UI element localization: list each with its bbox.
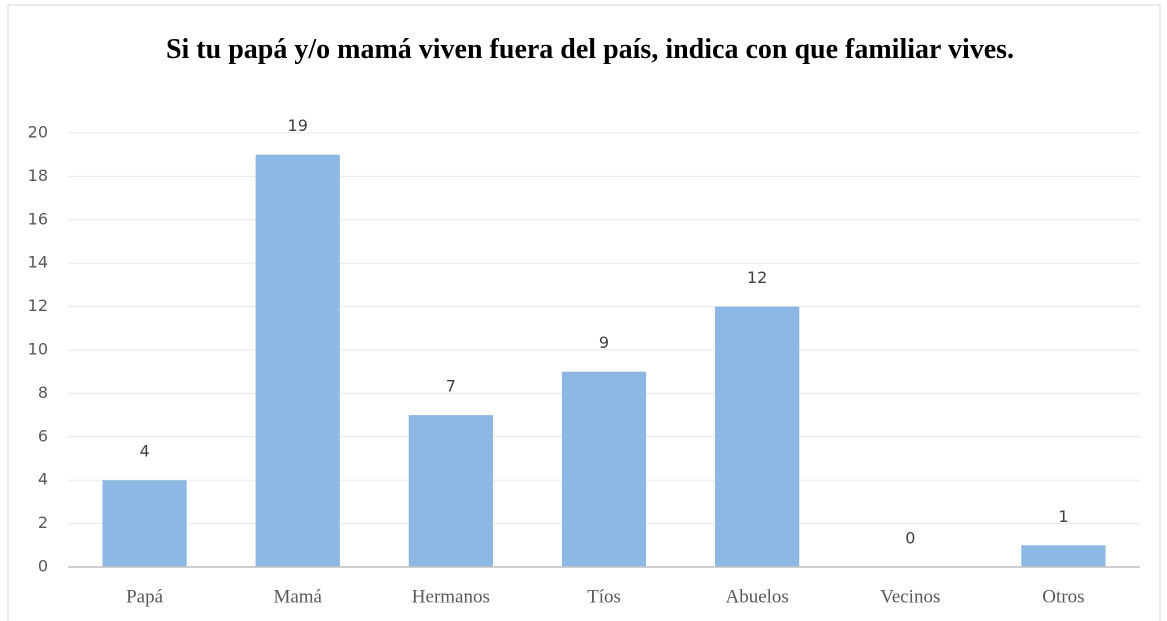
y-tick-label: 4 [38, 470, 48, 489]
x-tick-label: Vecinos [880, 586, 940, 607]
x-tick-label: Otros [1042, 586, 1084, 607]
x-tick-label: Papá [126, 586, 164, 607]
data-label: 19 [288, 116, 308, 135]
chart-frame [7, 4, 1161, 621]
y-tick-label: 18 [28, 166, 48, 185]
x-tick-label: Hermanos [412, 586, 490, 607]
data-label: 0 [905, 529, 915, 548]
y-tick-label: 20 [28, 123, 48, 142]
x-tick-label: Mamá [273, 586, 322, 607]
bar [102, 480, 187, 567]
bar [255, 154, 340, 567]
data-label: 9 [599, 333, 609, 352]
data-label: 1 [1058, 507, 1068, 526]
data-label: 12 [747, 268, 767, 287]
bar [561, 371, 647, 567]
y-tick-label: 12 [28, 296, 48, 315]
y-tick-label: 8 [38, 383, 48, 402]
y-tick-label: 6 [38, 426, 48, 445]
bar [1021, 545, 1106, 567]
data-label: 4 [139, 442, 149, 461]
bar [715, 306, 800, 567]
y-tick-label: 0 [38, 557, 48, 576]
bar [408, 415, 493, 567]
chart-title: Si tu papá y/o mamá viven fuera del país… [165, 34, 1015, 65]
x-tick-label: Tíos [587, 586, 621, 607]
y-tick-label: 16 [28, 209, 48, 228]
y-tick-label: 10 [28, 340, 48, 359]
y-tick-label: 14 [28, 253, 48, 272]
x-tick-label: Abuelos [725, 586, 788, 607]
data-label: 7 [446, 377, 456, 396]
y-tick-label: 2 [38, 513, 48, 532]
